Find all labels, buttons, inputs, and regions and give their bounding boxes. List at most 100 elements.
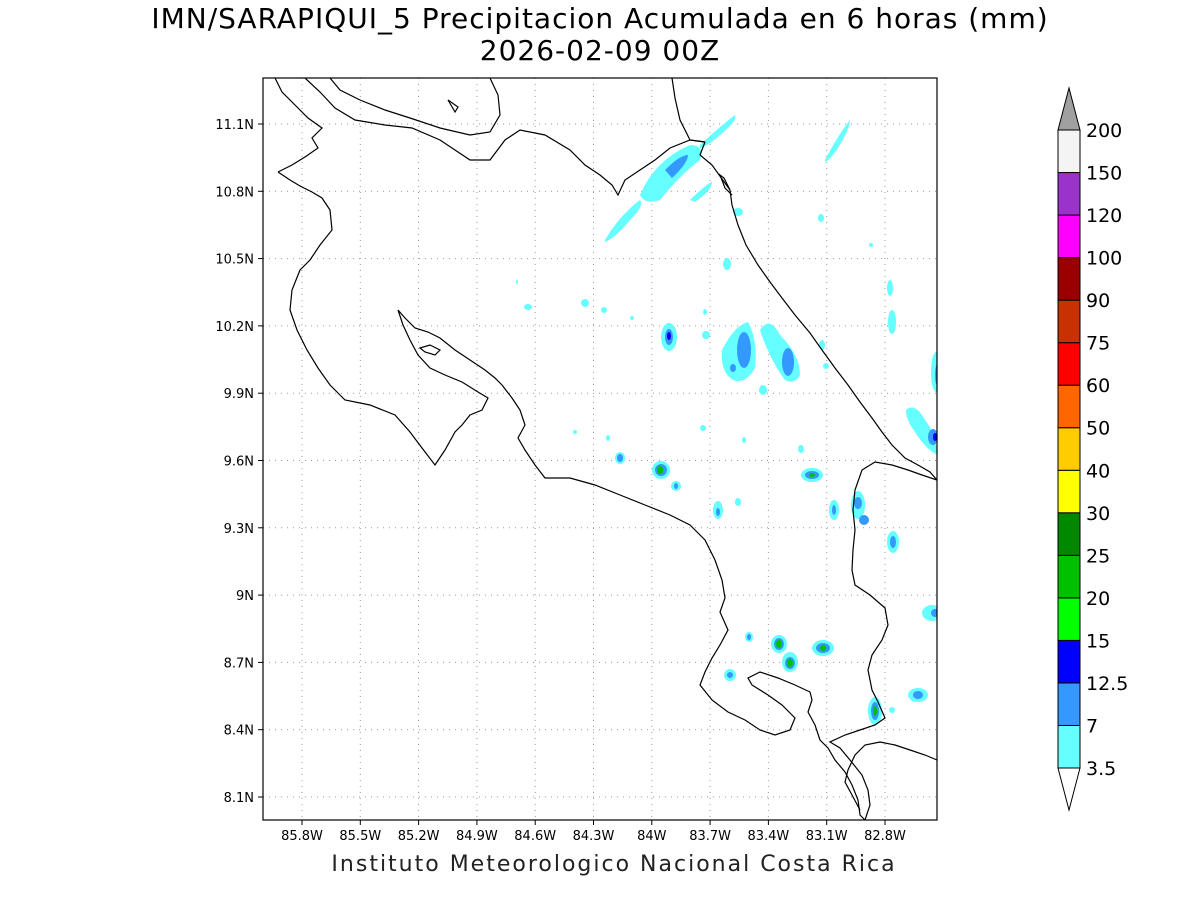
lon-tick-label: 82.8W <box>864 829 906 844</box>
precip-cell <box>869 243 873 247</box>
lon-tick-label: 84W <box>637 829 667 844</box>
lat-tick-label: 8.4N <box>224 724 254 739</box>
lon-tick-label: 84.9W <box>456 829 498 844</box>
precip-cell <box>933 433 937 441</box>
lat-tick-label: 8.7N <box>224 656 254 671</box>
precip-cell <box>931 609 937 617</box>
colorbar-level-label: 15 <box>1086 630 1110 652</box>
precip-cell <box>581 299 589 307</box>
colorbar-swatch <box>1057 172 1081 216</box>
precip-cell <box>727 672 733 678</box>
precip-cell <box>735 498 741 506</box>
colorbar-level-label: 120 <box>1086 205 1122 227</box>
precip-cell <box>873 706 877 716</box>
precip-cell <box>798 445 804 453</box>
precip-cell <box>601 307 607 313</box>
precip-cell <box>931 352 937 392</box>
precip-cell <box>890 536 896 548</box>
nicoya-coast <box>277 171 503 467</box>
precip-cell <box>928 429 937 445</box>
nicaragua-lake-shore <box>304 78 706 197</box>
lon-tick-label: 83.4W <box>747 829 789 844</box>
precipitation-field <box>516 115 937 725</box>
lon-tick-label: 85.8W <box>281 829 323 844</box>
colorbar-upper-triangle <box>1057 86 1081 131</box>
precip-cell <box>776 640 782 648</box>
colorbar-swatch <box>1057 512 1081 556</box>
colorbar-level-label: 3.5 <box>1086 758 1116 780</box>
precip-cell <box>820 645 826 651</box>
precip-cell <box>887 280 893 296</box>
precip-cell <box>888 310 896 334</box>
caribbean-coast <box>718 173 937 481</box>
precip-cell <box>760 323 800 382</box>
lon-tick-label: 85.5W <box>339 829 381 844</box>
colorbar-swatch <box>1057 427 1081 471</box>
lon-tick-label: 83.1W <box>806 829 848 844</box>
colorbar-swatch <box>1057 129 1081 174</box>
precip-cell <box>782 348 794 376</box>
precip-cell <box>747 634 751 640</box>
colorbar-swatch <box>1057 597 1081 641</box>
central-pacific-coast <box>501 384 866 820</box>
precip-cell <box>922 605 937 621</box>
map-valid-time: 2026-02-09 00Z <box>479 34 721 67</box>
precip-cell <box>913 691 923 699</box>
precip-cell <box>716 508 720 516</box>
colorbar-swatch <box>1057 257 1081 301</box>
precip-cell <box>889 707 895 713</box>
colorbar-level-label: 60 <box>1086 375 1110 397</box>
precip-cell <box>665 155 688 178</box>
colorbar-lower-triangle <box>1057 767 1081 812</box>
colorbar-level-label: 25 <box>1086 545 1110 567</box>
precip-cell <box>674 483 678 489</box>
precip-cell <box>818 214 824 222</box>
panama-border <box>828 461 937 820</box>
lon-tick-label: 83.7W <box>689 829 731 844</box>
colorbar-level-label: 20 <box>1086 588 1110 610</box>
colorbar-swatch <box>1057 214 1081 259</box>
lat-tick-label: 10.8N <box>215 185 254 200</box>
lat-tick-label: 8.1N <box>224 791 254 806</box>
colorbar-swatch <box>1057 682 1081 726</box>
precip-cell <box>630 316 634 320</box>
colorbar-level-label: 7 <box>1086 715 1098 737</box>
colorbar-swatch <box>1057 639 1081 684</box>
precip-cell <box>516 280 518 284</box>
colorbar-swatch <box>1057 469 1081 514</box>
colorbar-swatch <box>1057 724 1081 769</box>
colorbar-level-label: 50 <box>1086 418 1110 440</box>
precip-cell <box>605 200 642 242</box>
nicaragua-shore-upper <box>329 78 501 136</box>
precip-cell <box>819 340 825 350</box>
precip-cell <box>832 505 836 515</box>
caribbean-coast-south <box>844 741 937 811</box>
lake-island <box>447 99 459 114</box>
colorbar-level-label: 30 <box>1086 503 1110 525</box>
precip-cell <box>854 497 862 509</box>
colorbar-level-label: 200 <box>1086 120 1122 142</box>
map-title: IMN/SARAPIQUI_5 Precipitacion Acumulada … <box>151 2 1049 35</box>
lat-tick-label: 9.9N <box>224 387 254 402</box>
precip-cell <box>700 115 736 148</box>
precip-cell <box>730 364 736 372</box>
colorbar-swatch <box>1057 554 1081 599</box>
precip-cell <box>667 332 671 340</box>
lat-tick-label: 10.2N <box>215 320 254 335</box>
precip-cell <box>759 385 767 395</box>
lat-tick-label: 11.1N <box>215 118 254 133</box>
precip-cell <box>809 473 815 477</box>
lat-tick-label: 9N <box>236 589 254 604</box>
precip-cell <box>742 437 746 443</box>
map-frame <box>262 77 938 821</box>
precip-cell <box>703 309 707 315</box>
lat-tick-label: 10.5N <box>215 253 254 268</box>
colorbar-level-label: 90 <box>1086 290 1110 312</box>
lon-tick-label: 84.6W <box>514 829 556 844</box>
precip-cell <box>657 466 663 474</box>
lat-tick-label: 9.6N <box>224 455 254 470</box>
precip-cell <box>617 454 623 462</box>
colorbar-level-label: 150 <box>1086 163 1122 185</box>
precip-cell <box>906 407 937 455</box>
colorbar-level-label: 12.5 <box>1086 673 1128 695</box>
